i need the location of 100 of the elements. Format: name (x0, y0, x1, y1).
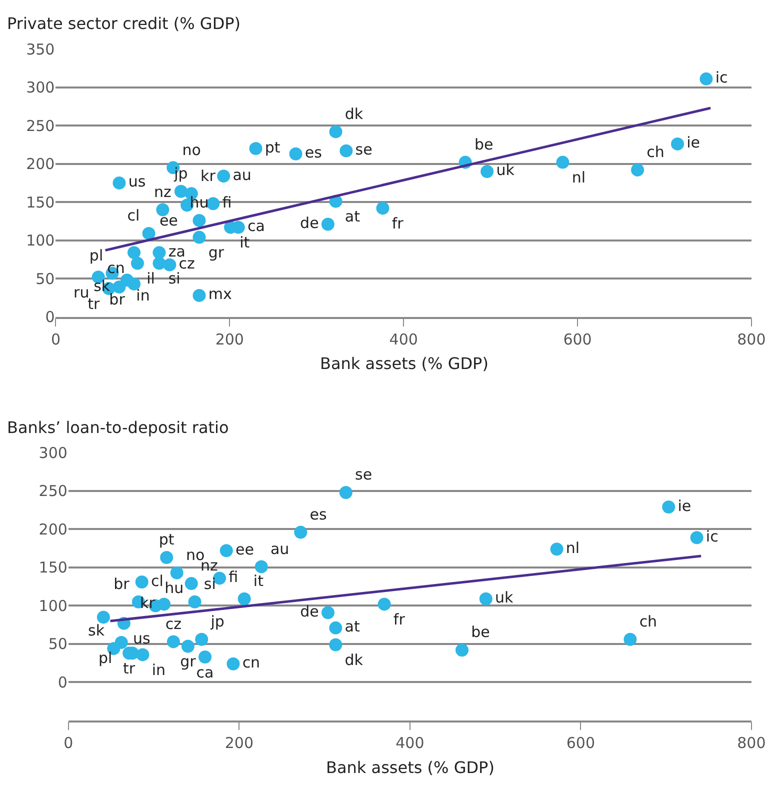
data-label: fr (393, 610, 406, 629)
y-tick-label: 250 (38, 482, 68, 500)
point (160, 551, 174, 564)
point (456, 644, 469, 657)
point (329, 621, 342, 634)
point (163, 258, 176, 272)
y-tick-label: 200 (38, 520, 68, 538)
data-label: in (136, 286, 150, 305)
y-tick-label: 300 (38, 444, 68, 462)
data-label: at (344, 208, 360, 226)
point (112, 176, 126, 190)
data-label: tr (88, 294, 100, 313)
y-tick-label: 350 (26, 40, 55, 58)
chart-title: Banks’ loan-to-deposit ratio (7, 418, 229, 437)
data-label: ic (706, 527, 718, 546)
data-label: at (344, 618, 360, 636)
data-label: gr (208, 244, 225, 262)
point (624, 632, 637, 646)
data-label: no (182, 140, 201, 159)
point (96, 610, 110, 624)
data-label: au (270, 540, 290, 558)
data-label: gr (180, 652, 197, 671)
data-label: us (133, 630, 151, 648)
data-label: ca (196, 663, 214, 682)
point (213, 572, 226, 585)
x-tick-label: 600 (563, 330, 592, 349)
data-label: za (168, 242, 186, 260)
point (135, 576, 148, 588)
data-label: sk (88, 622, 105, 640)
data-label: pl (89, 246, 104, 264)
data-label: pt (264, 138, 280, 156)
point (181, 640, 194, 653)
point (142, 226, 156, 240)
data-label: cn (242, 654, 260, 672)
data-label: kr (200, 166, 216, 185)
data-label: jp (173, 164, 188, 183)
y-tick-label: 300 (26, 78, 55, 97)
point (671, 137, 684, 150)
data-label: ru (74, 283, 90, 302)
point (690, 531, 704, 544)
point (220, 544, 233, 558)
point (376, 202, 390, 215)
data-label: hu (164, 578, 184, 597)
x-tick-label: 600 (566, 734, 596, 752)
data-label: cl (127, 206, 140, 225)
chart-title: Private sector credit (% GDP) (7, 14, 241, 33)
point (195, 632, 208, 646)
x-axis-title: Bank assets (% GDP) (320, 354, 488, 373)
point (321, 606, 334, 620)
point (556, 156, 570, 169)
data-label: br (109, 290, 126, 308)
data-label: tr (123, 660, 136, 678)
data-label: fi (222, 193, 232, 212)
point (166, 635, 180, 648)
data-label: pl (98, 648, 112, 667)
point (198, 650, 212, 664)
point (152, 256, 166, 270)
y-tick-label: 50 (48, 635, 68, 654)
data-label: de (300, 214, 319, 232)
point (329, 125, 342, 138)
data-label: dk (344, 104, 364, 123)
data-label: ie (678, 496, 692, 515)
point (226, 657, 240, 670)
y-tick-label: 100 (38, 596, 68, 615)
data-label: be (471, 623, 490, 642)
data-label: ch (646, 143, 664, 162)
point (114, 636, 128, 649)
data-label: ie (686, 134, 700, 152)
y-tick-label: 200 (26, 155, 55, 174)
point (128, 246, 141, 260)
data-label: cz (165, 614, 182, 633)
y-tick-label: 100 (26, 232, 55, 250)
point (192, 288, 206, 302)
point (206, 197, 220, 210)
y-tick-label: 0 (45, 308, 55, 326)
data-label: ca (247, 217, 265, 236)
data-label: nz (154, 182, 172, 201)
data-label: ic (715, 68, 728, 87)
point (249, 142, 262, 156)
point (340, 144, 353, 158)
point (480, 164, 494, 178)
x-tick-label: 200 (224, 734, 254, 752)
point (130, 256, 144, 270)
point (321, 218, 334, 231)
data-label: uk (496, 161, 515, 180)
x-axis-title: Bank assets (% GDP) (326, 758, 494, 777)
x-tick-label: 200 (215, 330, 244, 349)
x-tick-label: 800 (737, 734, 766, 752)
y-tick-label: 150 (26, 193, 55, 212)
data-label: dk (344, 651, 364, 670)
point (136, 648, 150, 662)
point (217, 170, 230, 183)
point (238, 592, 251, 606)
data-label: it (240, 234, 250, 252)
point (378, 598, 391, 611)
point (294, 526, 308, 539)
x-tick-label: 800 (737, 330, 766, 349)
data-label: nl (566, 538, 580, 557)
data-label: ee (236, 540, 254, 558)
data-label: au (232, 166, 252, 184)
